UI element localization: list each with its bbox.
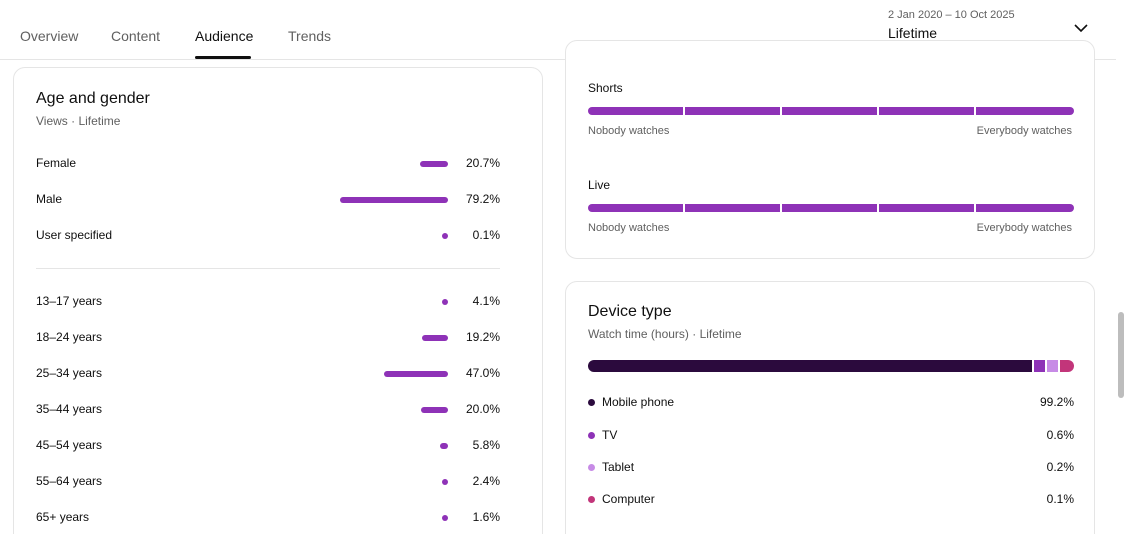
- live-scale-bar: [588, 204, 1074, 212]
- row-label: 13–17 years: [36, 294, 103, 308]
- list-item: 35–44 years 20.0%: [36, 400, 500, 420]
- row-bar: [340, 197, 448, 203]
- row-value: 47.0%: [465, 366, 500, 380]
- list-item: 55–64 years 2.4%: [36, 472, 500, 492]
- list-item: 18–24 years 19.2%: [36, 328, 500, 348]
- row-label: 25–34 years: [36, 366, 103, 380]
- list-item: 25–34 years 47.0%: [36, 364, 500, 384]
- row-bar: [419, 161, 448, 167]
- list-item: User specified 0.1%: [36, 226, 500, 246]
- legend-item-tablet: Tablet 0.2%: [588, 459, 1074, 477]
- list-item: 13–17 years 4.1%: [36, 292, 500, 312]
- live-max-label: Everybody watches: [976, 222, 1072, 234]
- row-bar: [420, 407, 448, 413]
- live-min-label: Nobody watches: [588, 222, 670, 234]
- row-label: 18–24 years: [36, 330, 103, 344]
- legend-label: Tablet: [602, 460, 635, 474]
- row-value: 5.8%: [472, 438, 500, 452]
- tab-audience[interactable]: Audience: [195, 28, 254, 44]
- tab-trends[interactable]: Trends: [288, 28, 332, 44]
- legend-label: TV: [602, 428, 618, 442]
- list-item: Male 79.2%: [36, 190, 500, 210]
- segment-tablet: [1047, 360, 1058, 372]
- age-gender-card: Age and gender Views · Lifetime Female 20…: [13, 67, 543, 534]
- row-bar: [442, 515, 448, 521]
- legend-item-computer: Computer 0.1%: [588, 491, 1074, 509]
- row-value: 2.4%: [472, 474, 500, 488]
- date-range-label[interactable]: 2 Jan 2020 – 10 Oct 2025: [888, 9, 1015, 21]
- device-type-card: Device type Watch time (hours) · Lifetim…: [565, 281, 1095, 534]
- segment-mobile-phone: [588, 360, 1032, 372]
- legend-dot: [588, 464, 595, 471]
- row-value: 0.1%: [472, 228, 500, 242]
- divider: [36, 268, 500, 269]
- segment-tv: [1034, 360, 1045, 372]
- device-stacked-bar: [588, 360, 1074, 372]
- legend-dot: [588, 399, 595, 406]
- page-scrollbar[interactable]: [1116, 0, 1126, 534]
- row-value: 79.2%: [465, 192, 500, 206]
- row-value: 19.2%: [465, 330, 500, 344]
- legend-dot: [588, 432, 595, 439]
- card-title: Age and gender: [36, 90, 150, 107]
- tab-overview[interactable]: Overview: [20, 28, 79, 44]
- shorts-scale-bar: [588, 107, 1074, 115]
- active-tab-indicator: [195, 56, 251, 59]
- period-label[interactable]: Lifetime: [888, 25, 938, 41]
- shorts-min-label: Nobody watches: [588, 125, 670, 137]
- scroll-thumb[interactable]: [1118, 312, 1124, 398]
- row-value: 4.1%: [472, 294, 500, 308]
- legend-dot: [588, 496, 595, 503]
- card-title: Device type: [588, 303, 672, 320]
- legend-label: Computer: [602, 492, 655, 506]
- legend-value: 99.2%: [1039, 395, 1074, 409]
- legend-value: 0.1%: [1046, 492, 1074, 506]
- row-bar: [440, 443, 448, 449]
- row-label: 45–54 years: [36, 438, 103, 452]
- card-subtitle: Views · Lifetime: [36, 114, 121, 128]
- row-label: 65+ years: [36, 510, 90, 524]
- shorts-label: Shorts: [588, 81, 623, 95]
- legend-value: 0.2%: [1046, 460, 1074, 474]
- content-format-card: Shorts Nobody watches Everybody watches …: [565, 40, 1095, 259]
- legend-item-mobile-phone: Mobile phone 99.2%: [588, 394, 1074, 412]
- row-label: 35–44 years: [36, 402, 103, 416]
- row-bar: [442, 233, 448, 239]
- top-bar: Overview Content Audience Trends 2 Jan 2…: [0, 0, 1116, 60]
- row-value: 20.7%: [465, 156, 500, 170]
- list-item: 65+ years 1.6%: [36, 508, 500, 528]
- row-bar: [421, 335, 448, 341]
- row-value: 1.6%: [472, 510, 500, 524]
- row-bar: [383, 371, 448, 377]
- row-bar: [442, 479, 448, 485]
- tab-content[interactable]: Content: [111, 28, 161, 44]
- row-label: Female: [36, 156, 77, 170]
- row-label: User specified: [36, 228, 113, 242]
- legend-label: Mobile phone: [602, 395, 675, 409]
- list-item: Female 20.7%: [36, 154, 500, 174]
- legend-value: 0.6%: [1046, 428, 1074, 442]
- shorts-max-label: Everybody watches: [976, 125, 1072, 137]
- card-subtitle: Watch time (hours) · Lifetime: [588, 327, 742, 341]
- legend-item-tv: TV 0.6%: [588, 427, 1074, 445]
- row-value: 20.0%: [465, 402, 500, 416]
- segment-computer: [1060, 360, 1074, 372]
- live-label: Live: [588, 178, 611, 192]
- list-item: 45–54 years 5.8%: [36, 436, 500, 456]
- chevron-down-icon[interactable]: [1073, 20, 1089, 36]
- row-bar: [442, 299, 448, 305]
- row-label: 55–64 years: [36, 474, 103, 488]
- row-label: Male: [36, 192, 63, 206]
